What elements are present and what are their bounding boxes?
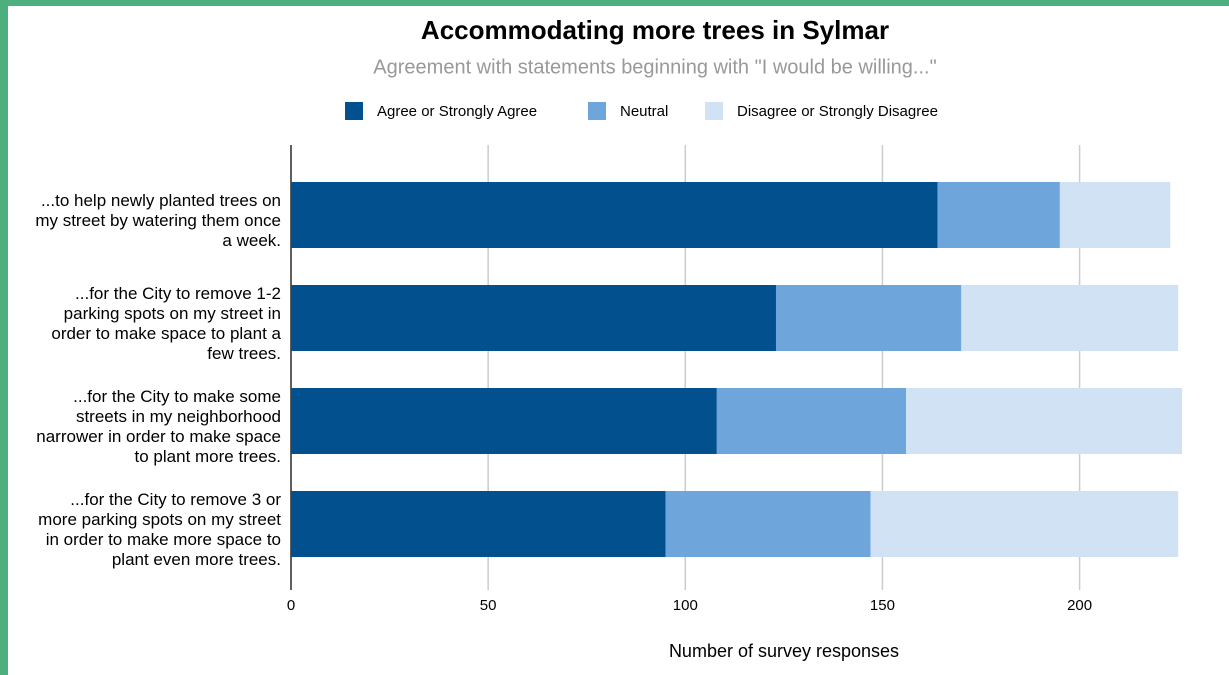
chart-subtitle: Agreement with statements beginning with…	[373, 56, 936, 78]
bar-segment	[906, 388, 1183, 454]
legend-label: Disagree or Strongly Disagree	[737, 103, 938, 120]
bar-segment	[961, 285, 1179, 351]
x-tick-label: 200	[1067, 597, 1092, 614]
bar-segment	[870, 491, 1179, 557]
bar-segment	[775, 285, 962, 351]
y-tick-label: ...for the City to make some streets in …	[36, 387, 281, 466]
x-tick-label: 150	[870, 597, 895, 614]
legend-label: Neutral	[620, 103, 668, 120]
bar-segment	[716, 388, 907, 454]
bar-segment	[937, 182, 1060, 248]
bar-segment	[291, 182, 938, 248]
x-tick-label: 50	[480, 597, 497, 614]
legend-swatch	[345, 102, 363, 120]
x-tick-label: 0	[287, 597, 295, 614]
x-tick-label: 100	[673, 597, 698, 614]
y-tick-label: ...for the City to remove 1-2 parking sp…	[51, 284, 281, 363]
legend-label: Agree or Strongly Agree	[377, 103, 537, 120]
bar-segment	[291, 388, 717, 454]
bar-segment	[665, 491, 871, 557]
legend-swatch	[588, 102, 606, 120]
legend-swatch	[705, 102, 723, 120]
bar-segment	[1059, 182, 1171, 248]
y-tick-label: ...to help newly planted trees on my str…	[35, 191, 281, 250]
bar-segment	[291, 285, 776, 351]
bar-segment	[291, 491, 666, 557]
y-tick-label: ...for the City to remove 3 or more park…	[38, 490, 281, 569]
x-axis-label: Number of survey responses	[669, 641, 899, 661]
chart-title: Accommodating more trees in Sylmar	[421, 15, 889, 45]
